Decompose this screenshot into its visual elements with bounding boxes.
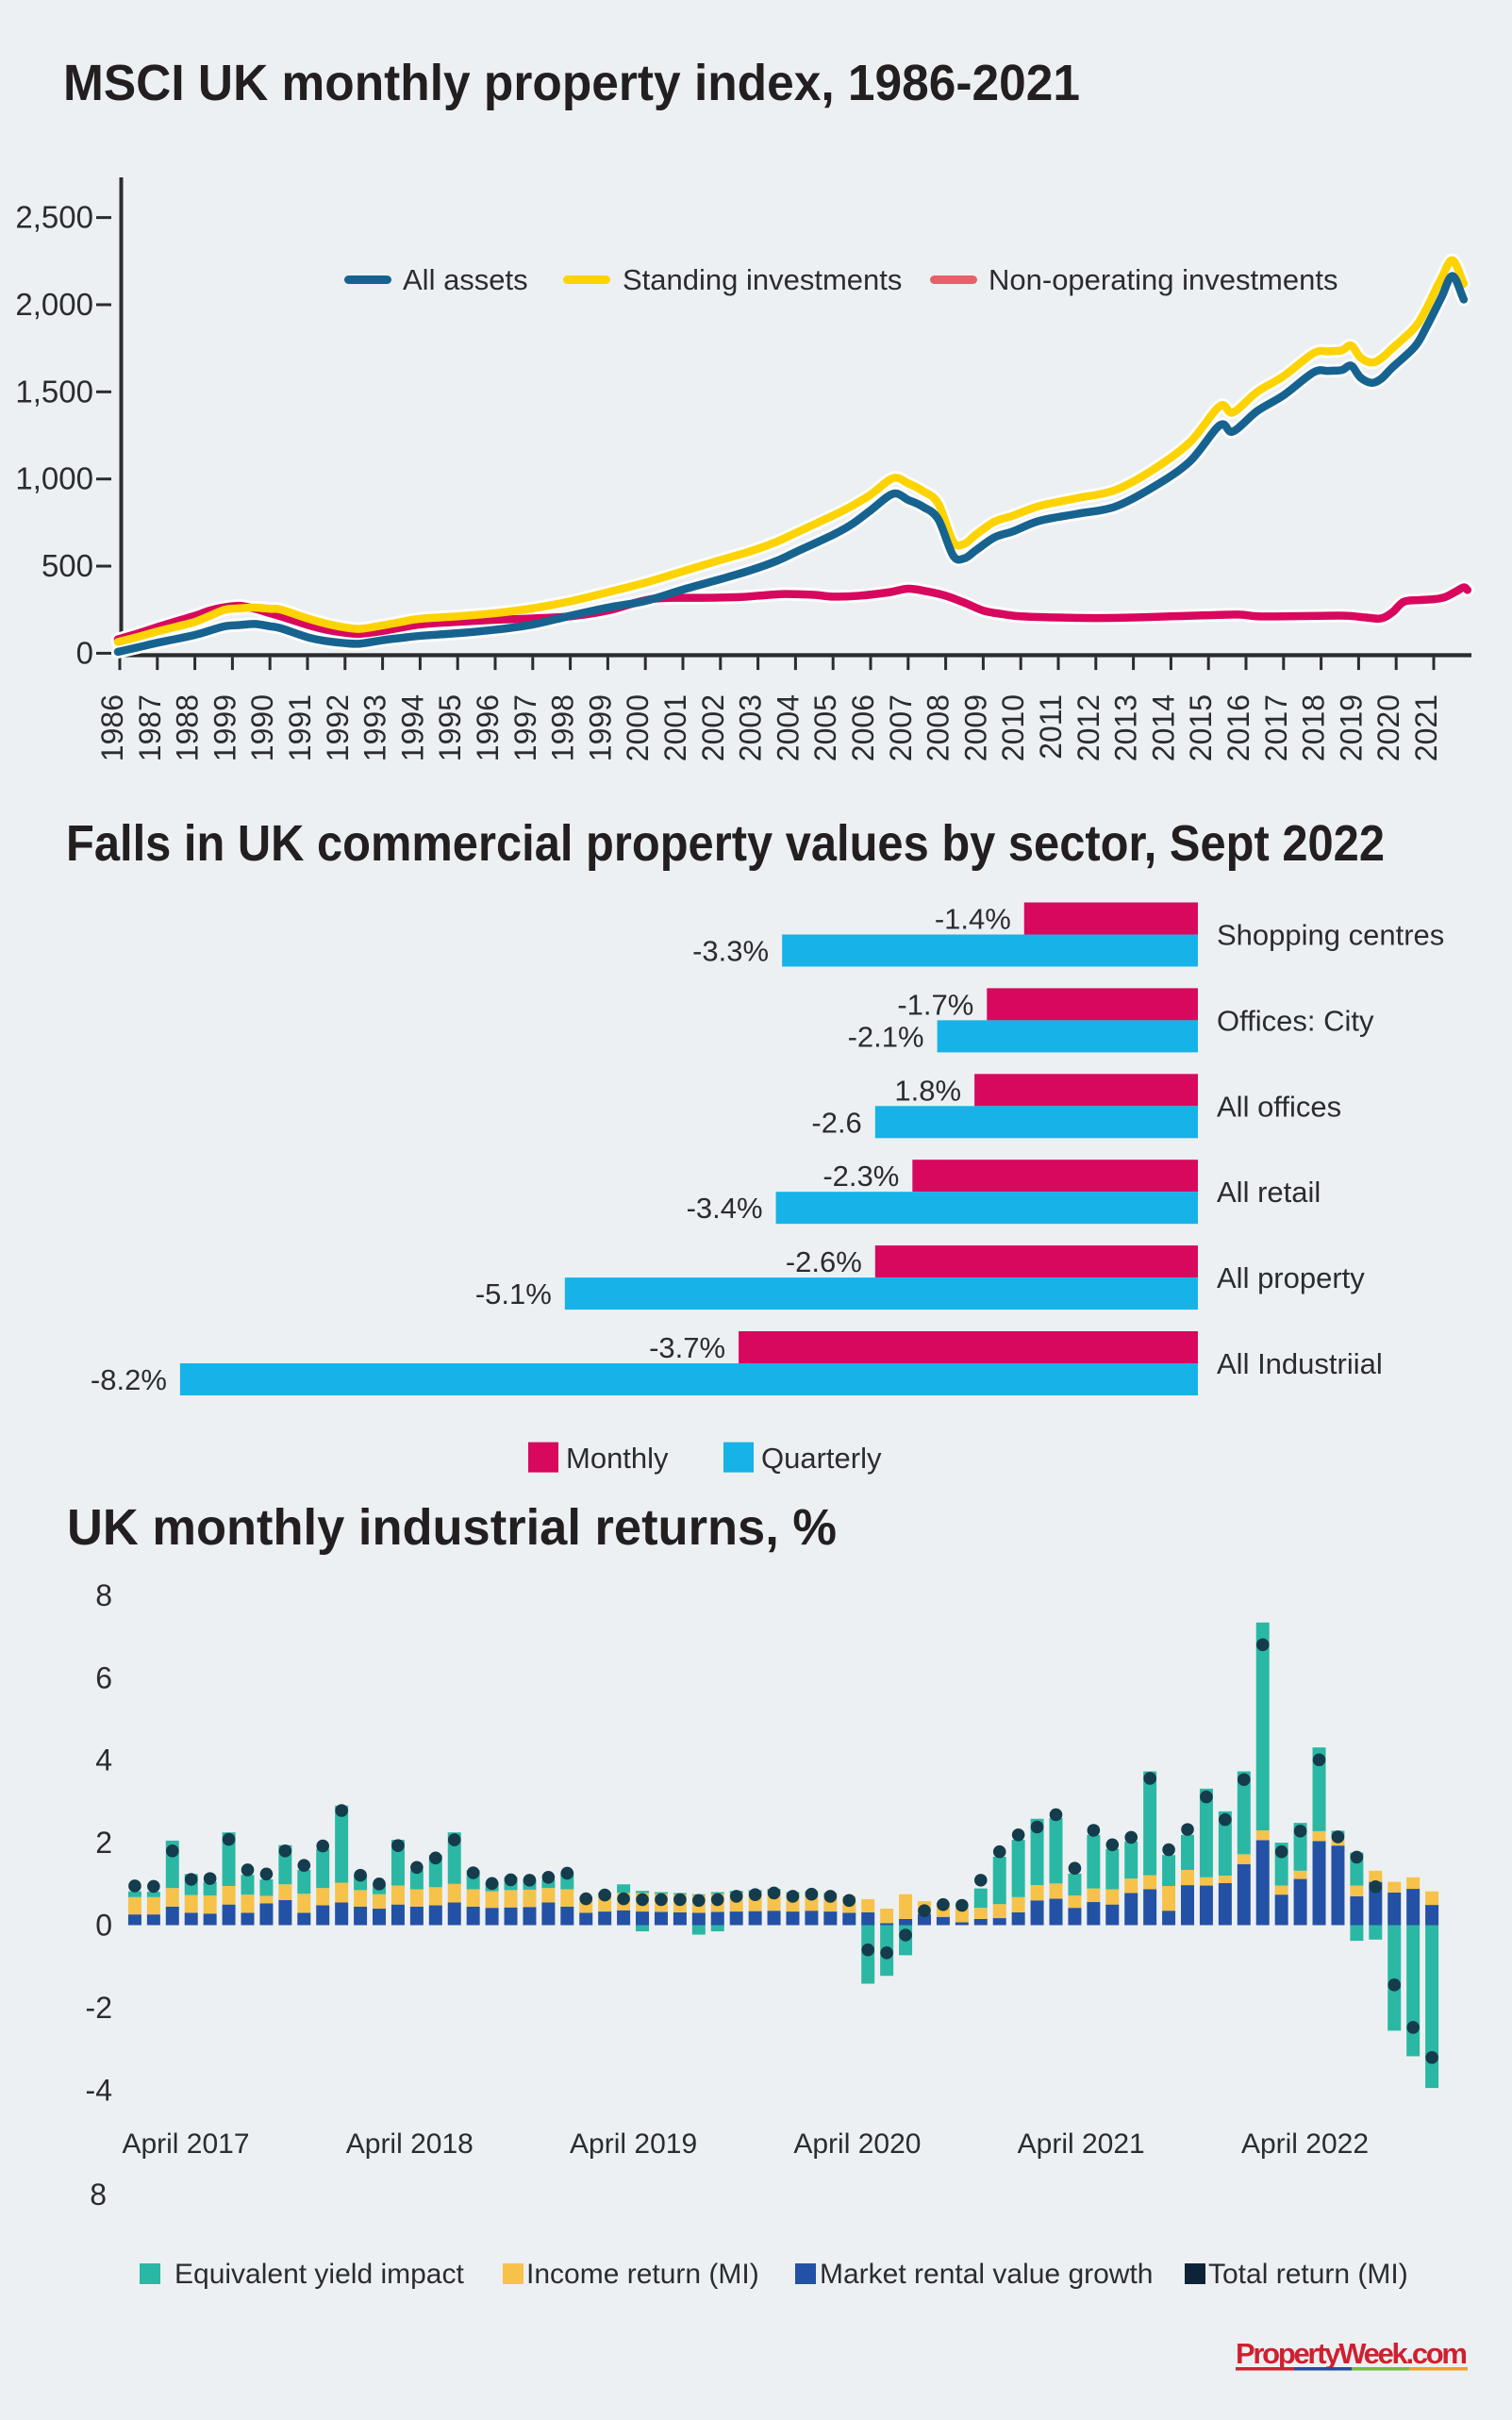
svg-text:UK monthly industrial returns,: UK monthly industrial returns, % <box>67 1499 837 1556</box>
svg-text:April 2017: April 2017 <box>122 2128 249 2160</box>
svg-text:0: 0 <box>95 1909 112 1943</box>
svg-text:Standing investments: Standing investments <box>623 263 902 296</box>
svg-text:8: 8 <box>95 1578 112 1612</box>
svg-text:April 2018: April 2018 <box>346 2128 474 2160</box>
svg-text:1988: 1988 <box>171 694 205 761</box>
svg-text:2011: 2011 <box>1034 694 1068 759</box>
svg-text:1995: 1995 <box>433 694 467 761</box>
svg-text:-2: -2 <box>86 1991 112 2025</box>
svg-text:-2.6: -2.6 <box>811 1106 861 1139</box>
svg-text:1987: 1987 <box>133 694 167 761</box>
svg-text:Market rental value growth: Market rental value growth <box>820 2259 1154 2290</box>
svg-text:2014: 2014 <box>1146 694 1180 761</box>
svg-text:2003: 2003 <box>734 694 768 761</box>
svg-text:Income return (MI): Income return (MI) <box>526 2259 759 2290</box>
svg-text:0: 0 <box>76 635 93 670</box>
svg-text:1993: 1993 <box>358 694 392 761</box>
svg-text:All property: All property <box>1217 1261 1365 1294</box>
svg-text:Total return (MI): Total return (MI) <box>1208 2259 1408 2290</box>
svg-text:4: 4 <box>95 1744 112 1777</box>
svg-text:Monthly: Monthly <box>566 1442 669 1475</box>
svg-text:-5.1%: -5.1% <box>475 1277 552 1310</box>
svg-text:2004: 2004 <box>771 694 805 761</box>
svg-text:April 2022: April 2022 <box>1241 2128 1369 2160</box>
svg-text:2,500: 2,500 <box>15 200 93 235</box>
svg-text:Falls in UK commercial propert: Falls in UK commercial property values b… <box>66 815 1385 872</box>
svg-text:2000: 2000 <box>621 694 655 761</box>
svg-text:1994: 1994 <box>395 694 429 761</box>
svg-text:MSCI UK monthly property index: MSCI UK monthly property index, 1986-202… <box>63 55 1080 111</box>
svg-text:Non-operating investments: Non-operating investments <box>989 263 1338 296</box>
svg-text:All retail: All retail <box>1217 1176 1321 1209</box>
svg-text:-2.1%: -2.1% <box>848 1020 924 1053</box>
svg-text:-2.3%: -2.3% <box>822 1160 899 1193</box>
svg-text:2016: 2016 <box>1221 694 1255 761</box>
svg-text:2006: 2006 <box>846 694 880 761</box>
svg-text:PropertyWeek.com: PropertyWeek.com <box>1236 2337 1468 2370</box>
svg-text:Offices: City: Offices: City <box>1217 1004 1374 1037</box>
svg-text:1999: 1999 <box>583 694 617 761</box>
svg-text:1998: 1998 <box>546 694 580 761</box>
svg-text:2001: 2001 <box>658 694 692 761</box>
svg-text:-8.2%: -8.2% <box>91 1363 167 1396</box>
svg-text:2007: 2007 <box>884 694 918 761</box>
svg-text:-1.4%: -1.4% <box>935 903 1011 936</box>
svg-text:8: 8 <box>90 2178 107 2211</box>
svg-text:All assets: All assets <box>403 263 528 296</box>
svg-text:2013: 2013 <box>1109 694 1143 761</box>
svg-text:April 2019: April 2019 <box>570 2128 697 2160</box>
svg-text:All Industriial: All Industriial <box>1217 1347 1383 1380</box>
svg-text:1992: 1992 <box>321 694 355 761</box>
svg-text:April 2021: April 2021 <box>1018 2128 1145 2160</box>
svg-text:1,500: 1,500 <box>15 374 93 409</box>
svg-text:-2.6%: -2.6% <box>786 1245 862 1278</box>
svg-text:-3.4%: -3.4% <box>687 1192 763 1225</box>
svg-text:April 2020: April 2020 <box>793 2128 921 2160</box>
svg-text:Equivalent yield impact: Equivalent yield impact <box>174 2259 464 2290</box>
svg-text:1990: 1990 <box>245 694 279 761</box>
svg-text:2018: 2018 <box>1297 694 1331 761</box>
svg-text:2012: 2012 <box>1072 694 1105 761</box>
svg-text:1997: 1997 <box>508 694 542 761</box>
svg-text:1.8%: 1.8% <box>894 1074 961 1107</box>
svg-text:All offices: All offices <box>1217 1090 1341 1123</box>
svg-text:2: 2 <box>95 1826 112 1860</box>
svg-text:2010: 2010 <box>996 694 1030 761</box>
svg-text:6: 6 <box>95 1661 112 1694</box>
svg-text:2008: 2008 <box>922 694 955 761</box>
svg-text:2021: 2021 <box>1409 694 1443 761</box>
svg-text:1999: 1999 <box>208 694 241 761</box>
svg-text:1991: 1991 <box>283 694 317 761</box>
svg-text:2017: 2017 <box>1259 694 1293 761</box>
svg-text:1986: 1986 <box>95 694 129 761</box>
svg-text:Quarterly: Quarterly <box>761 1442 882 1475</box>
svg-text:2019: 2019 <box>1334 694 1368 761</box>
svg-text:1,000: 1,000 <box>15 461 93 496</box>
svg-text:2,000: 2,000 <box>15 287 93 322</box>
svg-text:-4: -4 <box>86 2073 112 2107</box>
svg-text:2015: 2015 <box>1184 694 1218 761</box>
svg-text:2009: 2009 <box>958 694 992 761</box>
svg-text:-1.7%: -1.7% <box>897 988 973 1021</box>
svg-text:-3.3%: -3.3% <box>692 935 769 968</box>
svg-text:2002: 2002 <box>696 694 730 761</box>
svg-text:2020: 2020 <box>1371 694 1405 761</box>
svg-text:500: 500 <box>42 548 93 583</box>
svg-text:-3.7%: -3.7% <box>649 1331 725 1364</box>
svg-text:2005: 2005 <box>808 694 842 761</box>
svg-text:1996: 1996 <box>471 694 505 761</box>
svg-text:Shopping centres: Shopping centres <box>1217 919 1444 952</box>
